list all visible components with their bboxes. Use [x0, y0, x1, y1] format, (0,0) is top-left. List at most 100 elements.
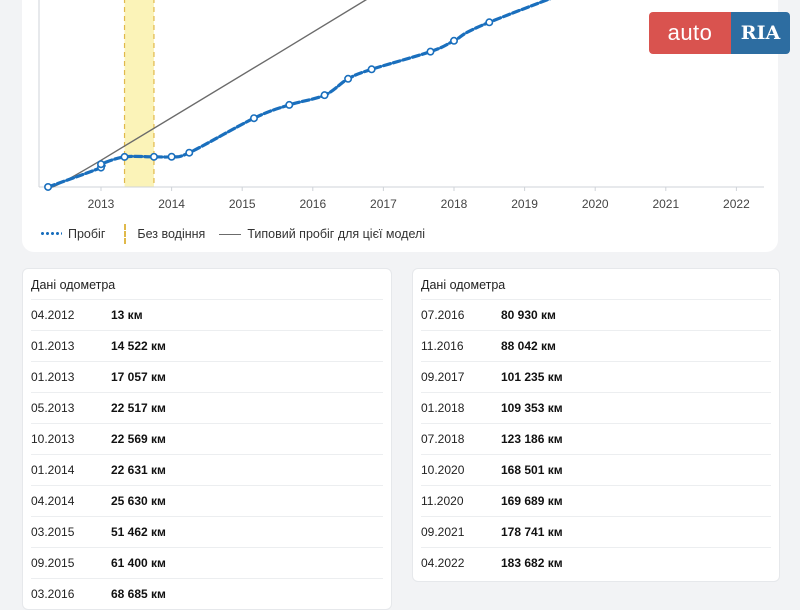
- mileage-point: [367, 65, 376, 74]
- table-row: 01.2014 22 631 км: [31, 454, 383, 485]
- x-tick-label: 2016: [299, 197, 326, 211]
- row-mileage: 22 569 км: [111, 432, 166, 446]
- row-mileage: 68 685 км: [111, 587, 166, 601]
- row-date: 09.2021: [421, 525, 465, 539]
- row-mileage: 169 689 км: [501, 494, 563, 508]
- no-driving-band: [124, 0, 154, 187]
- row-mileage: 22 517 км: [111, 401, 166, 415]
- mileage-chart: 2013 2014 2015 2016 2017 2018 2019 2020 2021 2022: [38, 0, 764, 211]
- mileage-point: [167, 152, 176, 161]
- x-tick-label: 2013: [88, 197, 115, 211]
- mileage-point: [485, 18, 494, 27]
- x-tick-label: 2022: [723, 197, 750, 211]
- legend-item-typical[interactable]: Типовий пробіг для цієї моделі: [219, 227, 425, 241]
- chart-legend: Пробіг Без водіння Типовий пробіг для ці…: [40, 224, 439, 244]
- table-row: 11.2016 88 042 км: [421, 330, 771, 361]
- table-row: 03.2015 51 462 км: [31, 516, 383, 547]
- table-row: 05.2013 22 517 км: [31, 392, 383, 423]
- x-tick-label: 2015: [229, 197, 256, 211]
- x-tick-label: 2017: [370, 197, 397, 211]
- legend-no-driving-label: Без водіння: [137, 227, 206, 241]
- row-date: 11.2016: [421, 339, 464, 353]
- mileage-point: [44, 182, 53, 191]
- row-mileage: 51 462 км: [111, 525, 166, 539]
- row-date: 04.2014: [31, 494, 75, 508]
- x-tick-label: 2020: [582, 197, 609, 211]
- table-row: 09.2015 61 400 км: [31, 547, 383, 578]
- mileage-point: [344, 74, 353, 83]
- table-row: 11.2020 169 689 км: [421, 485, 771, 516]
- table-row: 01.2018 109 353 км: [421, 392, 771, 423]
- row-mileage: 80 930 км: [501, 308, 556, 322]
- row-mileage: 183 682 км: [501, 556, 563, 570]
- table-row: 09.2017 101 235 км: [421, 361, 771, 392]
- x-tick-label: 2018: [441, 197, 468, 211]
- table-title: Дані одометра: [31, 278, 116, 292]
- row-date: 04.2012: [31, 308, 75, 322]
- odometer-table-left: Дані одометра 04.2012 13 км 01.2013 14 522 …: [22, 268, 392, 610]
- row-date: 10.2020: [421, 463, 465, 477]
- mileage-point: [320, 91, 329, 100]
- row-mileage: 17 057 км: [111, 370, 166, 384]
- x-tick-label: 2021: [652, 197, 679, 211]
- legend-item-mileage[interactable]: Пробіг: [40, 227, 105, 241]
- table-row: 07.2016 80 930 км: [421, 299, 771, 330]
- table-row: 10.2013 22 569 км: [31, 423, 383, 454]
- table-row: 01.2013 17 057 км: [31, 361, 383, 392]
- autoria-logo: auto RIA: [649, 12, 790, 54]
- row-date: 03.2015: [31, 525, 75, 539]
- mileage-point: [120, 152, 129, 161]
- row-mileage: 22 631 км: [111, 463, 166, 477]
- row-date: 09.2017: [421, 370, 465, 384]
- mileage-point: [249, 114, 258, 123]
- table-row: 04.2012 13 км: [31, 299, 383, 330]
- row-date: 04.2022: [421, 556, 465, 570]
- mileage-line-icon: [40, 232, 62, 236]
- row-date: 05.2013: [31, 401, 75, 415]
- mileage-point: [426, 47, 435, 56]
- table-row: 01.2013 14 522 км: [31, 330, 383, 361]
- row-mileage: 14 522 км: [111, 339, 166, 353]
- row-date: 01.2014: [31, 463, 75, 477]
- row-mileage: 25 630 км: [111, 494, 166, 508]
- row-date: 01.2013: [31, 339, 75, 353]
- row-mileage: 88 042 км: [501, 339, 556, 353]
- row-mileage: 61 400 км: [111, 556, 166, 570]
- logo-auto-text: auto: [649, 12, 731, 54]
- row-date: 07.2018: [421, 432, 465, 446]
- typical-mileage-line: [47, 0, 368, 188]
- row-mileage: 109 353 км: [501, 401, 563, 415]
- odometer-table-right: Дані одометра 07.2016 80 930 км 11.2016 88 …: [412, 268, 780, 582]
- table-row: 10.2020 168 501 км: [421, 454, 771, 485]
- table-title: Дані одометра: [421, 278, 506, 292]
- table-row: 04.2014 25 630 км: [31, 485, 383, 516]
- row-mileage: 168 501 км: [501, 463, 563, 477]
- legend-typical-label: Типовий пробіг для цієї моделі: [247, 227, 426, 241]
- table-row: 04.2022 183 682 км: [421, 547, 771, 578]
- x-tick-label: 2019: [511, 197, 538, 211]
- row-mileage: 123 186 км: [501, 432, 563, 446]
- mileage-point: [97, 160, 106, 169]
- row-date: 09.2015: [31, 556, 75, 570]
- mileage-point: [285, 100, 294, 109]
- row-date: 01.2013: [31, 370, 75, 384]
- table-rows: 04.2012 13 км 01.2013 14 522 км 01.2013 17 05…: [23, 299, 391, 609]
- table-row: 09.2021 178 741 км: [421, 516, 771, 547]
- dashed-line-icon: [119, 224, 131, 244]
- mileage-point: [185, 148, 194, 157]
- mileage-point: [449, 36, 458, 45]
- legend-item-no-driving[interactable]: Без водіння: [119, 224, 205, 244]
- row-date: 07.2016: [421, 308, 465, 322]
- row-date: 03.2016: [31, 587, 75, 601]
- table-row: 03.2016 68 685 км: [31, 578, 383, 609]
- legend-mileage-label: Пробіг: [68, 227, 106, 241]
- row-date: 10.2013: [31, 432, 75, 446]
- row-mileage: 178 741 км: [501, 525, 563, 539]
- logo-ria-text: RIA: [731, 12, 790, 54]
- table-rows: 07.2016 80 930 км 11.2016 88 042 км 09.2017 1…: [413, 299, 779, 578]
- solid-line-icon: [219, 233, 242, 235]
- row-date: 01.2018: [421, 401, 465, 415]
- row-mileage: 101 235 км: [501, 370, 563, 384]
- row-mileage: 13 км: [111, 308, 143, 322]
- x-tick-label: 2014: [158, 197, 185, 211]
